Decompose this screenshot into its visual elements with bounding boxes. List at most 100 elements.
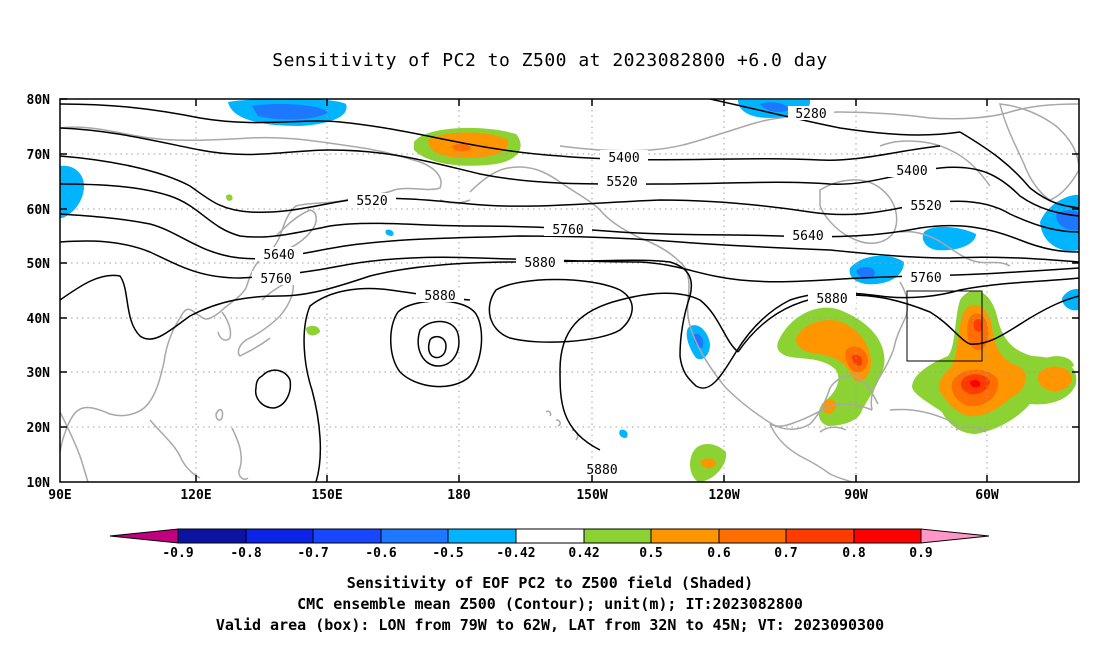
axis-ticks bbox=[60, 98, 1079, 482]
positive-patch bbox=[973, 319, 983, 332]
colorbar-swatch bbox=[245, 528, 314, 544]
colorbar-label: -0.9 bbox=[162, 546, 193, 561]
colorbar-label: 0.8 bbox=[842, 546, 866, 561]
coastline-indochina bbox=[149, 419, 201, 479]
caption-line-3: Valid area (box): LON from 79W to 62W, L… bbox=[215, 616, 885, 634]
negative-patch bbox=[1062, 288, 1079, 311]
colorbar-label: 0.7 bbox=[774, 546, 797, 561]
lon-label: 180 bbox=[447, 488, 471, 503]
positive-patch bbox=[1046, 356, 1074, 368]
positive-patch bbox=[452, 143, 471, 152]
contour-label: 5280 bbox=[788, 106, 834, 122]
contour-label-text: 5280 bbox=[795, 107, 826, 122]
negative-patch bbox=[922, 226, 976, 251]
positive-patch bbox=[226, 194, 233, 201]
contour-line bbox=[709, 99, 961, 136]
colorbar-swatch bbox=[380, 528, 449, 544]
coastline-cuba bbox=[889, 408, 959, 431]
colorbar-swatch bbox=[583, 528, 652, 544]
lat-labels: 80N 70N 60N 50N 40N 30N 20N 10N bbox=[27, 93, 51, 491]
lon-label: 120W bbox=[708, 488, 739, 503]
contour-label-text: 5760 bbox=[260, 272, 291, 287]
lon-label: 150E bbox=[311, 488, 342, 503]
positive-patch bbox=[700, 458, 716, 469]
contour-label: 5400 bbox=[888, 163, 936, 179]
contour-line bbox=[559, 292, 739, 451]
colorbar: -0.9 -0.8 -0.7 -0.6 -0.5 -0.42 0.42 0.5 … bbox=[109, 528, 990, 561]
lon-labels: 90E 120E 150E 180 150W 120W 90W 60W bbox=[48, 488, 999, 503]
coastline-hawaii bbox=[545, 410, 579, 441]
positive-patch bbox=[967, 313, 989, 351]
negative-patch bbox=[856, 267, 875, 278]
colorbar-swatch bbox=[447, 528, 517, 544]
colorbar-swatch bbox=[515, 528, 585, 544]
chart-title: Sensitivity of PC2 to Z500 at 2023082800… bbox=[272, 50, 828, 71]
coastline-baffin bbox=[879, 140, 991, 187]
positive-patch bbox=[852, 354, 863, 366]
coastline-gulf bbox=[769, 403, 873, 427]
contour-label: 5880 bbox=[578, 462, 626, 478]
contour-label: 5880 bbox=[516, 255, 564, 271]
lon-label: 60W bbox=[975, 488, 999, 503]
colorbar-label: -0.7 bbox=[297, 546, 328, 561]
contour-line bbox=[959, 131, 1079, 209]
contour-label-text: 5400 bbox=[896, 164, 927, 179]
contour-line bbox=[60, 213, 1079, 263]
negative-patch bbox=[693, 333, 704, 348]
negative-patch bbox=[385, 229, 394, 236]
contour-label: 5520 bbox=[348, 193, 396, 209]
coastline-india bbox=[60, 411, 89, 482]
colorbar-max-triangle bbox=[920, 528, 990, 544]
positive-patch bbox=[306, 325, 320, 336]
colorbar-swatch bbox=[785, 528, 855, 544]
coastline-taiwan bbox=[215, 408, 224, 421]
contour-closed bbox=[254, 369, 292, 409]
lon-label: 120E bbox=[180, 488, 211, 503]
valid-area-box bbox=[906, 290, 983, 362]
contour-label: 5640 bbox=[784, 228, 832, 244]
coastline-korea bbox=[217, 311, 232, 341]
contour-label: 5760 bbox=[252, 271, 300, 287]
lat-label: 10N bbox=[27, 476, 51, 491]
contour-line bbox=[303, 287, 471, 482]
caption-line-2: CMC ensemble mean Z500 (Contour); unit(m… bbox=[297, 595, 803, 613]
contour-label-text: 5760 bbox=[910, 271, 941, 286]
contour-label-text: 5880 bbox=[524, 256, 555, 271]
colorbar-label: -0.6 bbox=[365, 546, 396, 561]
lat-label: 70N bbox=[27, 148, 51, 163]
contour-line bbox=[737, 294, 1079, 353]
colorbar-label: -0.8 bbox=[230, 546, 261, 561]
contour-labels: 5280 5400 5400 5520 5520 5520 5640 5640 … bbox=[252, 106, 950, 478]
negative-patch bbox=[60, 165, 84, 218]
negative-patch bbox=[252, 104, 328, 120]
contour-label-text: 5640 bbox=[792, 229, 823, 244]
negative-patch bbox=[619, 429, 628, 438]
lat-label: 40N bbox=[27, 312, 51, 327]
contour-label-text: 5880 bbox=[816, 292, 847, 307]
colorbar-label: -0.5 bbox=[432, 546, 463, 561]
contour-label: 5760 bbox=[544, 222, 592, 238]
colorbar-swatch bbox=[177, 528, 247, 544]
lon-label: 90E bbox=[48, 488, 71, 503]
contour-label-text: 5520 bbox=[356, 194, 387, 209]
coastline-yucatan bbox=[819, 426, 847, 433]
contour-label: 5760 bbox=[902, 270, 950, 286]
lat-label: 30N bbox=[27, 366, 51, 381]
contour-label-text: 5760 bbox=[552, 223, 583, 238]
lon-label: 90W bbox=[844, 488, 868, 503]
colorbar-label: -0.42 bbox=[496, 546, 535, 561]
contour-closed bbox=[417, 320, 460, 367]
colorbar-swatch bbox=[718, 528, 787, 544]
lon-label: 150W bbox=[576, 488, 607, 503]
caption-line-1: Sensitivity of EOF PC2 to Z500 field (Sh… bbox=[346, 574, 754, 592]
colorbar-label: 0.6 bbox=[707, 546, 731, 561]
coastline-alaska bbox=[469, 166, 879, 430]
contour-label-text: 5520 bbox=[606, 175, 637, 190]
coastlines bbox=[60, 103, 1079, 482]
contour-label-text: 5400 bbox=[608, 151, 639, 166]
colorbar-label: 0.5 bbox=[639, 546, 662, 561]
lat-label: 20N bbox=[27, 421, 51, 436]
coastline-greenland bbox=[999, 103, 1079, 201]
negative-patch bbox=[760, 102, 789, 112]
